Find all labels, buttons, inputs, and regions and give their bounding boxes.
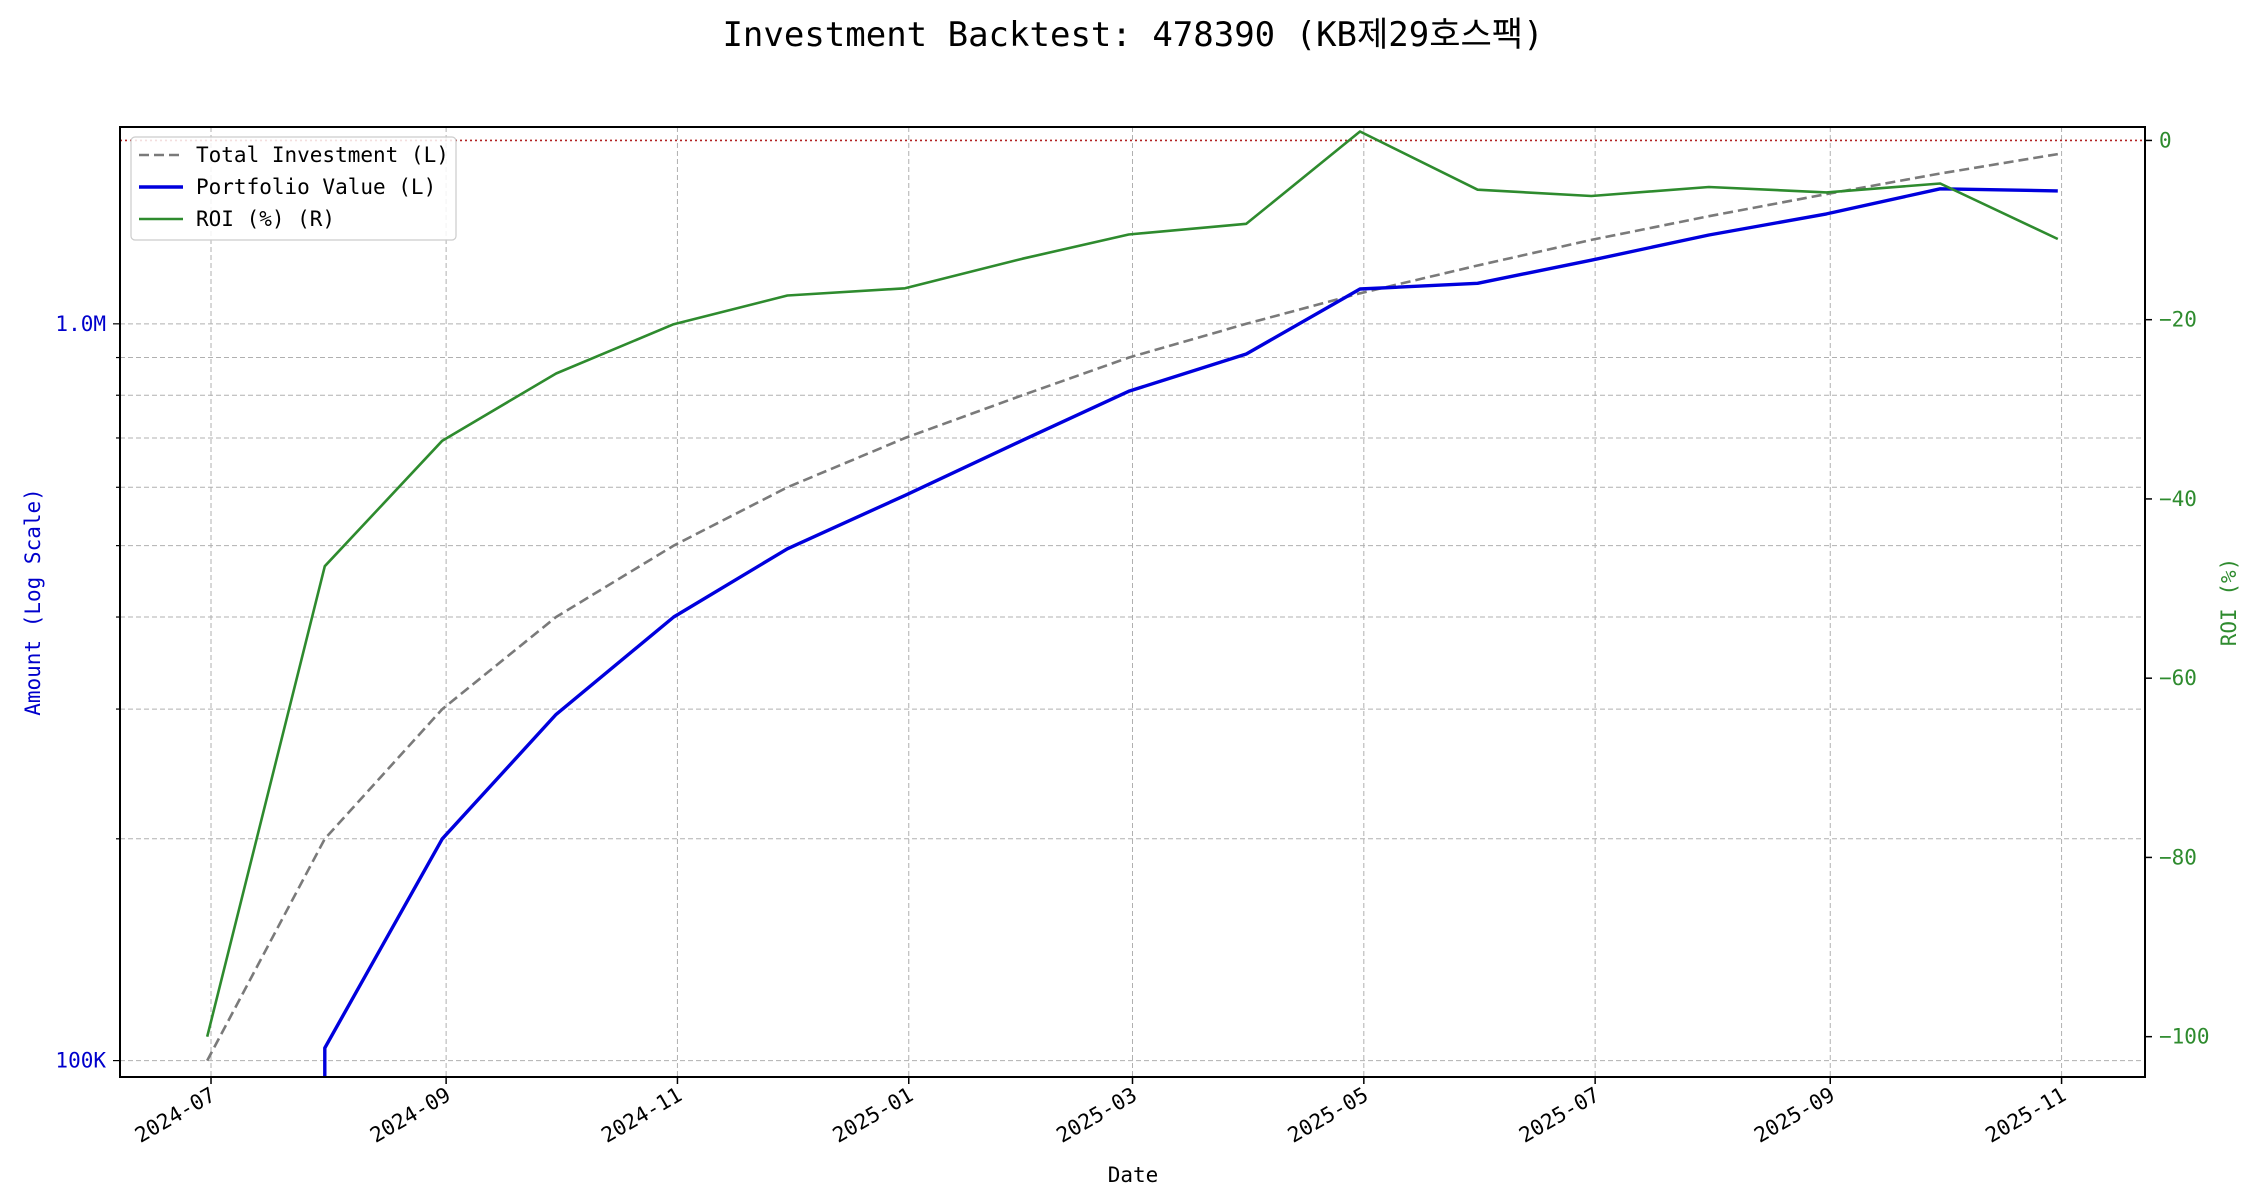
x-tick-label: 2025-01	[829, 1083, 918, 1148]
x-tick-label: 2025-05	[1284, 1083, 1373, 1148]
x-tick-label: 2024-11	[597, 1083, 686, 1148]
series-layer	[205, 130, 2059, 1077]
x-tick-label: 2025-07	[1515, 1083, 1604, 1148]
legend-label: Total Investment (L)	[196, 143, 449, 167]
right-tick-label: −40	[2159, 487, 2197, 511]
legend-label: ROI (%) (R)	[196, 207, 335, 231]
x-tick-label: 2025-09	[1750, 1083, 1839, 1148]
left-axis-label: Amount (Log Scale)	[21, 488, 45, 716]
right-tick-label: −80	[2159, 845, 2197, 869]
right-tick-label: −20	[2159, 308, 2197, 332]
legend-label: Portfolio Value (L)	[196, 175, 436, 199]
grid-layer	[120, 127, 2145, 1077]
series-line-roi-r	[205, 130, 2059, 1038]
legend: Total Investment (L) Portfolio Value (L) R…	[130, 136, 457, 241]
x-tick-label: 2025-03	[1052, 1083, 1141, 1148]
left-tick-label: 100K	[55, 1049, 106, 1073]
x-tick-label: 2025-11	[1981, 1083, 2070, 1148]
right-tick-label: −100	[2159, 1025, 2210, 1049]
series-line-total-investment-l	[206, 152, 2059, 1062]
x-axis-label: Date	[1108, 1163, 1159, 1187]
x-tick-label: 2024-09	[366, 1083, 455, 1148]
x-tick-label: 2024-07	[131, 1083, 220, 1148]
series-line-portfolio-value-l	[323, 187, 2058, 1077]
right-axis-label: ROI (%)	[2217, 558, 2241, 647]
right-tick-label: −60	[2159, 666, 2197, 690]
legend-box	[130, 136, 457, 241]
left-tick-label: 1.0M	[55, 312, 106, 336]
chart-title: Investment Backtest: 478390 (KB제29호스팩)	[722, 15, 1543, 55]
right-tick-label: 0	[2159, 128, 2172, 152]
